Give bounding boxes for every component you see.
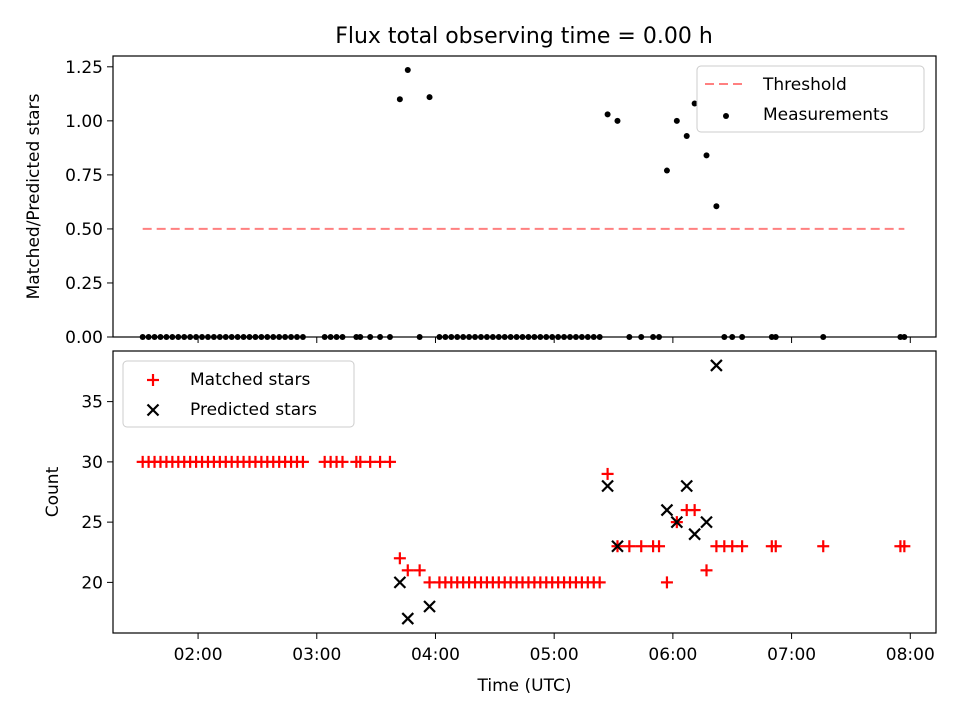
measurement-point xyxy=(673,117,680,124)
matched-point xyxy=(296,455,309,468)
bottom-xtick-label: 04:00 xyxy=(411,645,460,665)
top-ytick-label: 0.75 xyxy=(65,166,103,186)
legend-predicted-swatch-b xyxy=(146,403,160,417)
predicted-point-b xyxy=(688,527,701,541)
predicted-point-b xyxy=(660,503,674,517)
predicted-point-b xyxy=(393,576,407,589)
legend-predicted-swatch xyxy=(146,403,160,417)
top-ytick-label: 1.25 xyxy=(65,58,103,78)
predicted-point xyxy=(670,515,684,529)
bottom-ytick-label: 25 xyxy=(81,513,103,533)
bottom-xtick-label: 07:00 xyxy=(767,645,816,665)
top-legend: Threshold Measurements xyxy=(696,65,925,133)
matched-point xyxy=(413,564,426,577)
bottom-xlabel: Time (UTC) xyxy=(477,676,572,696)
matched-point xyxy=(898,540,911,553)
top-ytick-label: 0.50 xyxy=(65,220,103,240)
legend-predicted-label: Predicted stars xyxy=(190,400,317,420)
matched-point xyxy=(336,455,349,468)
bottom-xtick-label: 05:00 xyxy=(530,645,579,665)
bottom-ylabel: Count xyxy=(43,466,63,517)
predicted-point-b xyxy=(710,359,723,372)
measurement-point xyxy=(604,111,611,118)
predicted-point xyxy=(700,515,713,529)
predicted-point xyxy=(680,479,694,493)
measurement-point xyxy=(663,167,670,174)
predicted-point-b xyxy=(670,515,684,529)
measurement-point xyxy=(396,96,403,103)
measurement-point xyxy=(683,132,690,139)
top-ytick-label: 0.00 xyxy=(65,328,103,348)
legend-matched-label: Matched stars xyxy=(190,370,310,390)
matched-point xyxy=(393,552,406,565)
measurement-point xyxy=(404,67,411,74)
predicted-point xyxy=(710,359,723,372)
predicted-point xyxy=(601,479,614,493)
bottom-legend: Matched stars Predicted stars xyxy=(122,360,355,428)
matched-point xyxy=(401,564,414,577)
predicted-point xyxy=(688,527,701,541)
matched-point xyxy=(688,504,701,517)
measurement-point xyxy=(713,203,720,210)
predicted-point-b xyxy=(611,539,624,553)
matched-point xyxy=(635,540,648,553)
top-legend-box xyxy=(696,65,925,133)
matched-point xyxy=(383,455,396,468)
predicted-point xyxy=(401,612,415,625)
matched-point xyxy=(653,540,666,553)
top-plot: 0.00 0.25 0.50 0.75 1.00 1.25 Matched/Predicte… xyxy=(24,55,937,348)
predicted-point-b xyxy=(423,600,436,613)
top-ylabel: Matched/Predicted stars xyxy=(24,93,44,299)
top-ytick-label: 1.00 xyxy=(65,112,103,132)
measurement-point xyxy=(691,100,698,107)
bottom-ytick-label: 30 xyxy=(81,453,103,473)
predicted-point xyxy=(611,539,624,553)
predicted-point-b xyxy=(680,479,694,493)
bottom-xtick-label: 03:00 xyxy=(292,645,341,665)
bottom-ytick-label: 20 xyxy=(81,573,103,593)
top-ytick-label: 0.25 xyxy=(65,274,103,294)
matched-point xyxy=(769,540,782,553)
measurement-point xyxy=(703,152,710,159)
figure-title: Flux total observing time = 0.00 h xyxy=(335,24,713,49)
matched-point xyxy=(593,576,606,589)
measurement-point xyxy=(614,117,621,124)
matched-point xyxy=(817,540,830,553)
legend-measurement-label: Measurements xyxy=(763,105,889,125)
matched-point xyxy=(700,564,713,577)
matched-point xyxy=(660,576,673,589)
legend-threshold-label: Threshold xyxy=(762,75,847,95)
bottom-ytick-label: 35 xyxy=(81,393,103,413)
top-axes-frame xyxy=(112,55,937,338)
legend-matched-swatch xyxy=(147,374,159,386)
measurement-point xyxy=(426,94,433,101)
bottom-xtick-label: 08:00 xyxy=(886,645,935,665)
predicted-point-b xyxy=(601,479,614,493)
bottom-xtick-label: 02:00 xyxy=(174,645,223,665)
bottom-plot: 20 25 30 35 02:00 03:00 04:00 05:00 06:00 07:00 08… xyxy=(43,350,937,696)
bottom-xtick-label: 06:00 xyxy=(648,645,697,665)
predicted-point xyxy=(660,503,674,517)
predicted-point xyxy=(423,600,436,613)
matched-point xyxy=(623,540,636,553)
bottom-legend-box xyxy=(122,360,355,428)
matched-point xyxy=(601,467,614,480)
predicted-point-b xyxy=(401,612,415,625)
predicted-point-b xyxy=(700,515,713,529)
bottom-axes-frame xyxy=(112,350,937,634)
matched-point xyxy=(736,540,749,553)
legend-measurement-swatch xyxy=(723,113,729,119)
predicted-point xyxy=(393,576,407,589)
